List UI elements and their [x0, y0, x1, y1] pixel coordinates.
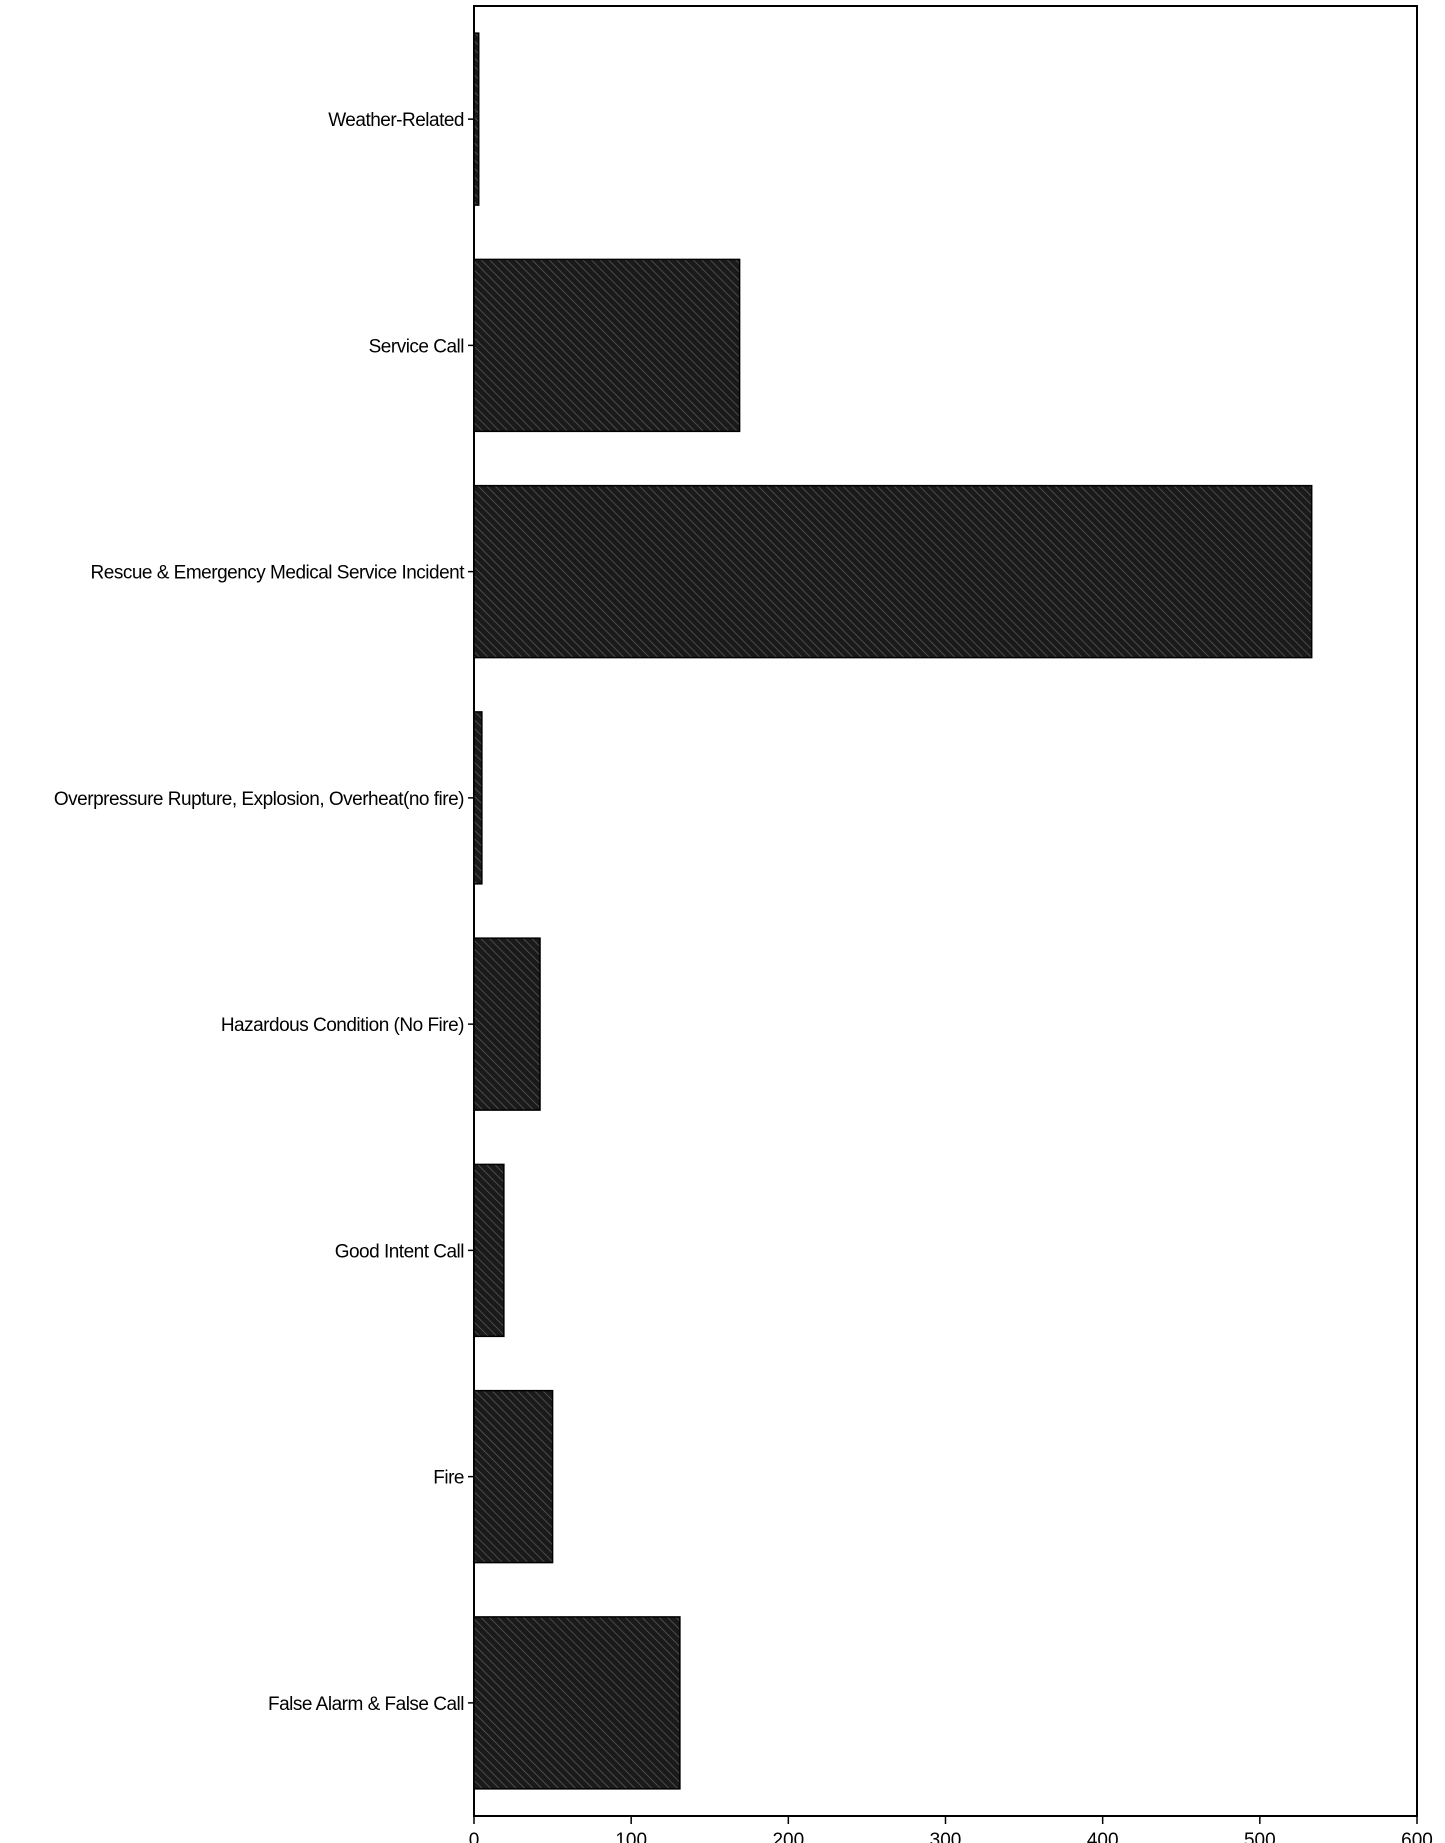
category-label-3: Overpressure Rupture, Explosion, Overhea… [54, 789, 464, 810]
x-tick-label-1: 100 [615, 1830, 647, 1843]
bar-1 [473, 258, 741, 433]
category-label-2: Rescue & Emergency Medical Service Incid… [91, 563, 466, 584]
bar-5 [473, 1163, 505, 1338]
x-tick-label-4: 400 [1087, 1830, 1119, 1843]
category-label-0: Weather-Related [328, 110, 464, 131]
category-label-5: Good Intent Call [335, 1241, 464, 1262]
bar-2 [473, 484, 1313, 659]
x-tick-label-2: 200 [772, 1830, 804, 1843]
bar-4 [473, 937, 541, 1111]
x-tick-label-0: 0 [469, 1830, 480, 1843]
bar-7 [473, 1616, 681, 1790]
x-tick-label-5: 500 [1244, 1830, 1276, 1843]
category-labels: Weather-Related Service Call Rescue & Emer… [54, 110, 474, 1715]
category-label-7: False Alarm & False Call [268, 1694, 464, 1715]
bar-0 [473, 32, 480, 206]
x-tick-label-3: 300 [930, 1830, 962, 1843]
x-tick-label-6: 600 [1401, 1830, 1433, 1843]
x-axis-ticks: 0 100 200 300 400 500 600 [469, 1816, 1433, 1843]
category-label-4: Hazardous Condition (No Fire) [221, 1015, 464, 1036]
bar-3 [473, 711, 483, 885]
bars-group [473, 32, 1313, 1790]
bar-6 [473, 1389, 554, 1564]
category-label-1: Service Call [369, 336, 464, 357]
category-label-6: Fire [433, 1468, 464, 1489]
